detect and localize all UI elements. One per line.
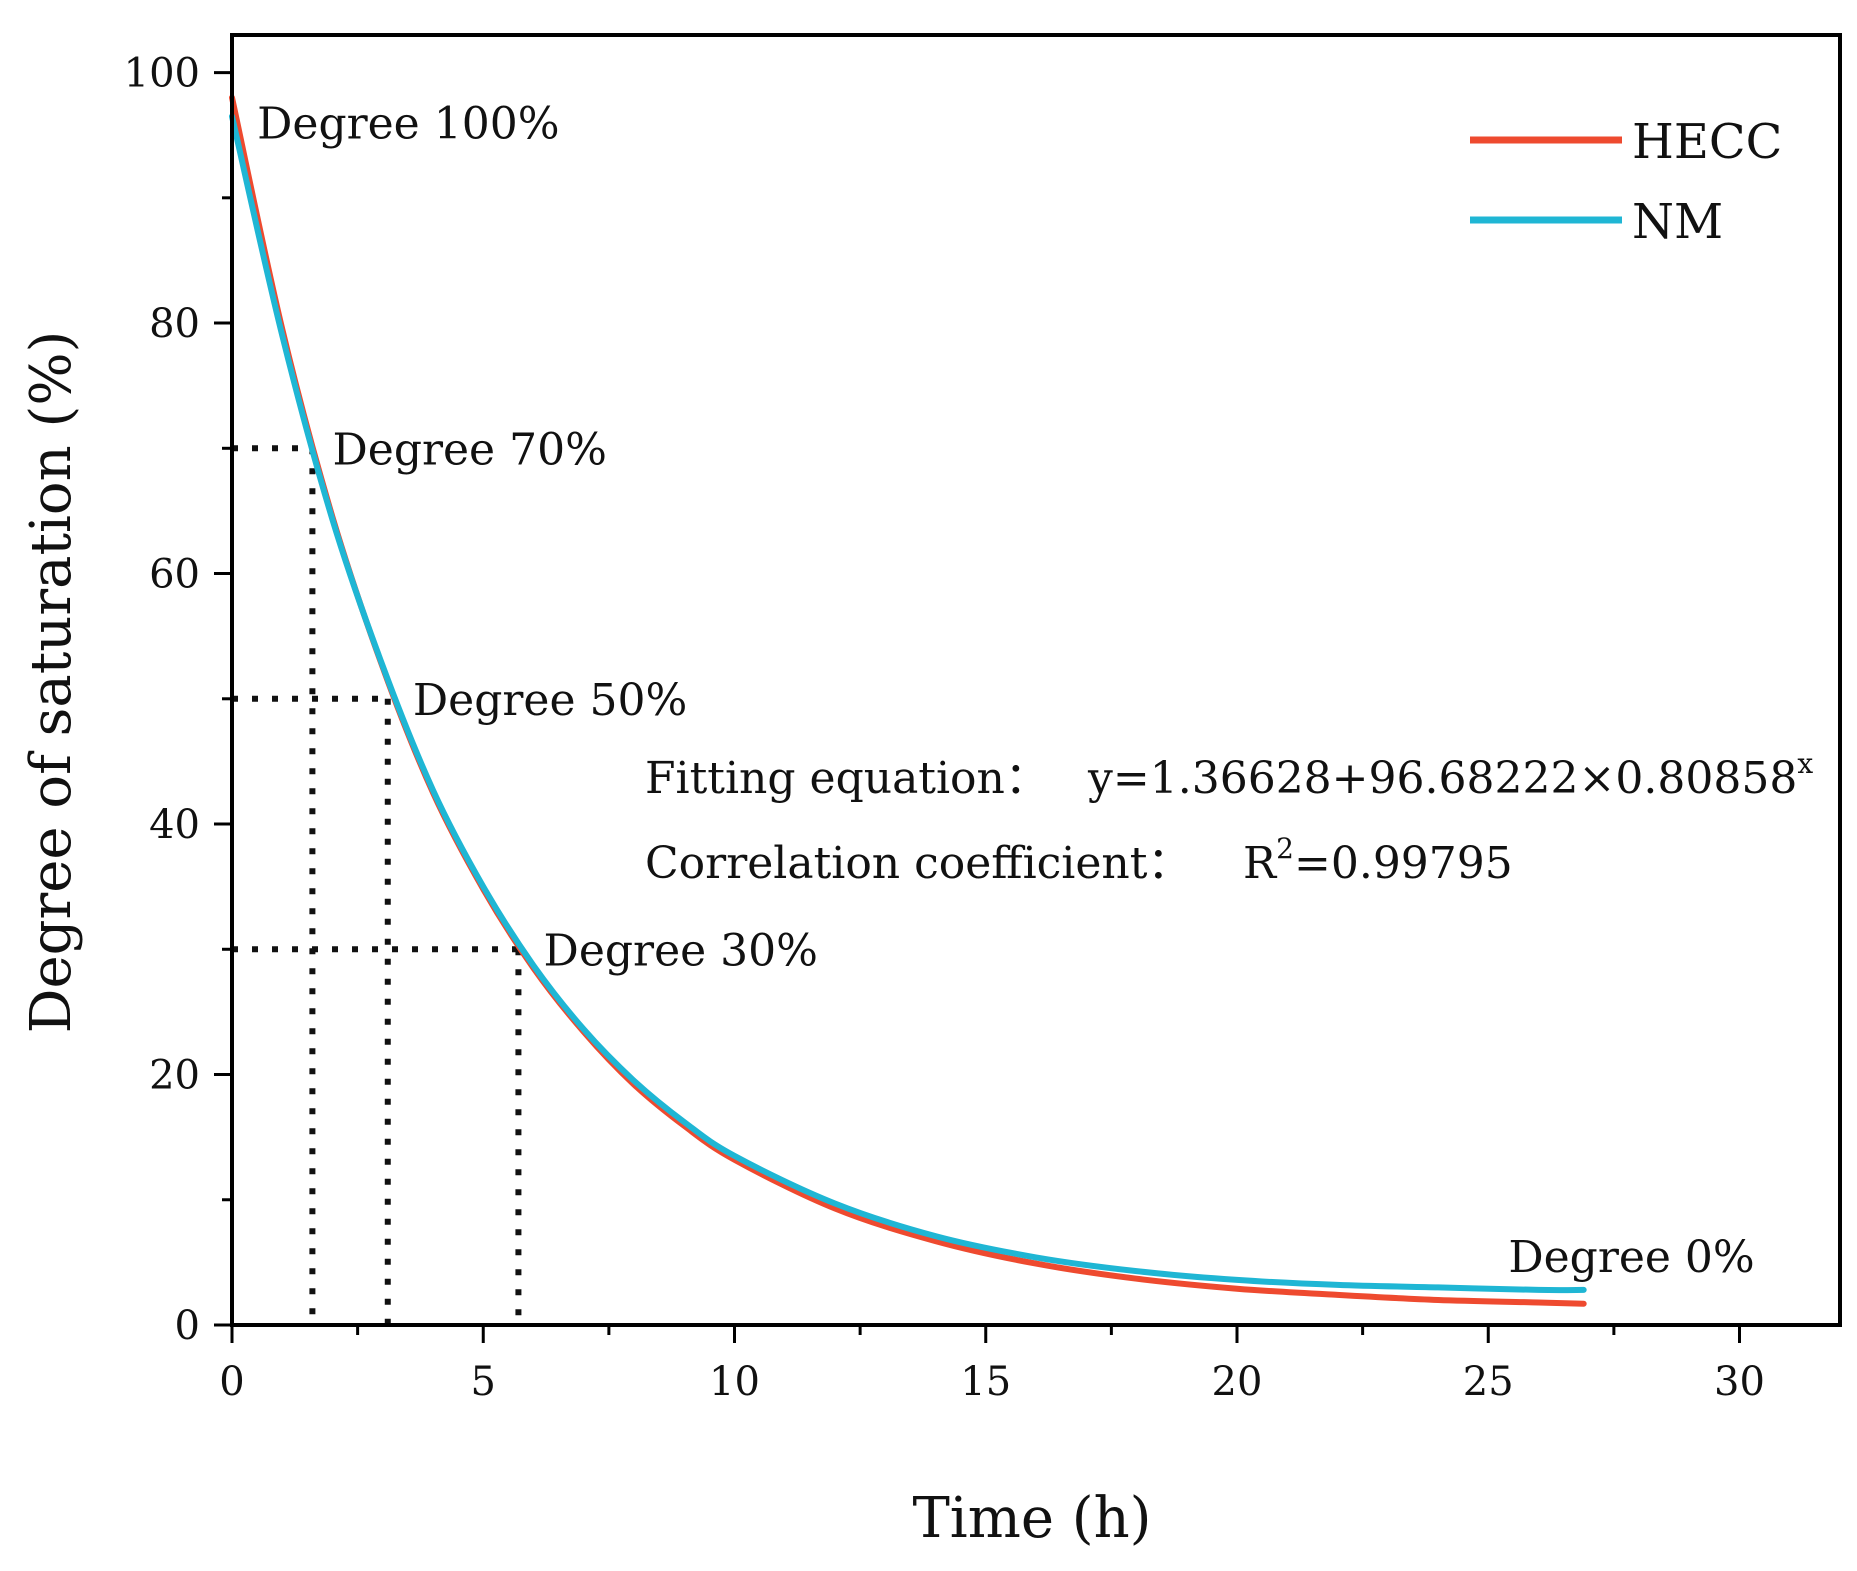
annotation-degree-0-: Degree 0% [1508, 1232, 1754, 1283]
x-tick-label-25: 25 [1463, 1359, 1514, 1405]
reference-lines [232, 445, 522, 1325]
legend: HECC NM [1470, 114, 1782, 250]
y-tick-label-0: 0 [175, 1303, 200, 1349]
legend-label-nm: NM [1632, 194, 1723, 250]
plot-frame [230, 33, 1842, 1327]
x-tick-label-30: 30 [1714, 1359, 1765, 1405]
x-axis-title: Time (h) [912, 1486, 1151, 1551]
annotation-degree-100-: Degree 100% [257, 99, 559, 150]
y-tick-label-60: 60 [149, 552, 200, 598]
fit-equation-base: y=1.36628+96.68222×0.80858 [1087, 753, 1797, 804]
fit-equation: y=1.36628+96.68222×0.80858x [1087, 747, 1813, 804]
x-tick-label-20: 20 [1212, 1359, 1263, 1405]
y-tick-label-40: 40 [149, 802, 200, 848]
series-lines [229, 94, 1587, 1307]
x-tick-label-10: 10 [709, 1359, 760, 1405]
r-power: 2 [1276, 832, 1294, 865]
y-axis: 0 20 40 60 80 100 [124, 51, 232, 1349]
annotation-degree-70-: Degree 70% [333, 424, 607, 475]
y-tick-label-100: 100 [124, 51, 200, 97]
fit-equation-exponent: x [1797, 747, 1813, 780]
annotations: Degree 100% Degree 70% Degree 50% Degree 30… [257, 99, 1755, 1283]
series-line-nm [229, 113, 1587, 1294]
y-axis-title: Degree of saturation (%) [19, 331, 84, 1034]
fit-annotation: Fitting equation： y=1.36628+96.68222×0.8… [645, 747, 1813, 889]
r-symbol: R [1243, 838, 1278, 889]
x-tick-label-0: 0 [219, 1359, 244, 1405]
x-axis: 0 5 10 15 20 25 30 [219, 1325, 1765, 1405]
annotation-degree-50-: Degree 50% [413, 675, 687, 726]
fit-label: Fitting equation： [645, 753, 1049, 804]
x-tick-label-5: 5 [471, 1359, 496, 1405]
legend-label-hecc: HECC [1632, 114, 1782, 170]
x-tick-label-15: 15 [960, 1359, 1011, 1405]
r-number: =0.99795 [1294, 838, 1513, 889]
r-value: R2=0.99795 [1243, 832, 1513, 889]
annotation-degree-30-: Degree 30% [544, 925, 818, 976]
y-tick-label-20: 20 [149, 1053, 200, 1099]
r-label: Correlation coefficient： [645, 838, 1191, 889]
y-tick-label-80: 80 [149, 301, 200, 347]
